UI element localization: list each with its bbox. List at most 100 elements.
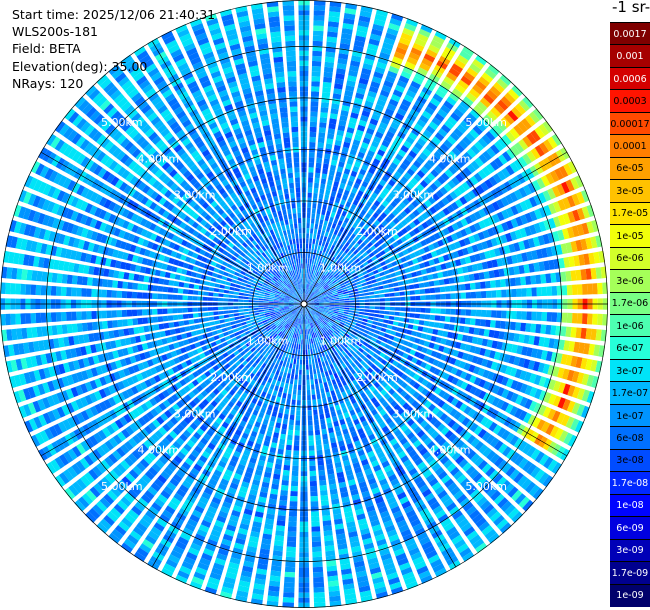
range-gate-cell [309, 279, 313, 285]
range-gate-cell [403, 285, 410, 290]
range-gate-cell [316, 393, 321, 400]
range-gate-cell [378, 318, 384, 323]
range-gate-cell [304, 299, 305, 304]
range-gate-cell [333, 265, 339, 271]
range-gate-cell [388, 288, 395, 293]
range-gate-cell [350, 203, 357, 211]
range-gate-cell [324, 242, 329, 248]
range-gate-cell [348, 70, 358, 77]
range-gate-cell [497, 170, 507, 181]
range-gate-cell [311, 274, 314, 281]
range-gate-cell [355, 281, 362, 285]
range-gate-cell [551, 286, 558, 296]
range-gate-cell [344, 136, 352, 144]
range-gate-cell [463, 274, 470, 282]
range-gate-cell [536, 249, 543, 259]
range-gate-cell [364, 53, 376, 61]
range-gate-cell [387, 283, 394, 288]
range-gate-cell [322, 276, 327, 281]
range-gate-cell [528, 196, 538, 208]
range-gate-cell [289, 506, 298, 512]
range-gate-cell [384, 297, 391, 302]
range-gate-cell [327, 26, 339, 33]
range-gate-cell [464, 256, 472, 264]
range-gate-cell [331, 223, 337, 229]
range-gate-cell [344, 90, 354, 97]
range-gate-cell [306, 283, 308, 289]
range-gate-cell [326, 226, 331, 233]
range-gate-cell [354, 258, 360, 264]
range-gate-cell [328, 261, 333, 267]
range-gate-cell [420, 24, 433, 34]
range-gate-cell [308, 440, 315, 446]
range-gate-cell [416, 170, 426, 179]
range-gate-cell [367, 123, 377, 131]
range-gate-cell [312, 198, 318, 204]
range-gate-cell [362, 285, 368, 290]
range-gate-cell [271, 560, 282, 567]
range-gate-cell [428, 280, 435, 287]
range-gate-cell [326, 184, 332, 191]
range-gate-cell [572, 209, 581, 222]
range-gate-cell [489, 249, 496, 258]
range-gate-cell [484, 250, 491, 259]
range-gate-cell [387, 204, 394, 212]
range-gate-cell [308, 301, 314, 303]
range-gate-cell [411, 200, 419, 208]
range-gate-cell [321, 282, 326, 287]
range-gate-cell [366, 241, 373, 248]
range-gate-cell [409, 164, 419, 173]
range-gate-cell [485, 319, 491, 328]
range-gate-cell [392, 56, 403, 65]
range-gate-cell [424, 199, 432, 208]
range-gate-cell [483, 271, 490, 279]
range-gate-cell [288, 521, 297, 527]
range-gate-cell [373, 200, 381, 207]
range-gate-cell [314, 419, 319, 426]
range-gate-cell [392, 217, 400, 225]
range-gate-cell [275, 396, 281, 403]
range-gate-cell [311, 511, 320, 517]
range-gate-cell [496, 310, 502, 319]
range-gate-cell [474, 253, 481, 262]
range-gate-cell [339, 43, 351, 50]
range-gate-cell [353, 45, 364, 53]
range-gate-cell [454, 259, 462, 267]
range-gate-cell [381, 323, 388, 328]
range-gate-cell [270, 565, 282, 572]
range-gate-cell [327, 281, 332, 286]
range-gate-cell [383, 80, 394, 88]
range-gate-cell [441, 197, 450, 206]
range-gate-cell [376, 183, 384, 191]
range-gate-cell [273, 432, 279, 439]
range-gate-cell [368, 85, 379, 94]
range-gate-cell [280, 490, 288, 496]
range-gate-cell [369, 306, 375, 309]
range-gate-cell [456, 54, 469, 65]
range-gate-cell [325, 278, 330, 283]
range-gate-cell [307, 297, 312, 301]
range-gate-cell [446, 135, 457, 145]
range-gate-cell [311, 531, 321, 537]
range-gate-cell [388, 179, 396, 187]
range-gate-cell [373, 187, 381, 195]
range-gate-cell [493, 103, 505, 115]
range-gate-cell [369, 145, 377, 153]
range-gate-cell [317, 266, 322, 272]
range-gate-cell [481, 166, 491, 177]
range-gate-cell [326, 36, 338, 43]
range-gate-cell [378, 231, 385, 238]
range-gate-cell [431, 136, 441, 146]
range-gate-cell [386, 103, 397, 112]
range-gate-cell [310, 379, 314, 385]
range-gate-cell [338, 243, 344, 250]
range-gate-cell [518, 156, 528, 168]
range-gate-cell [388, 22, 401, 32]
range-gate-cell [377, 322, 383, 327]
range-gate-cell [408, 52, 420, 61]
range-gate-cell [306, 294, 309, 300]
range-gate-cell [576, 313, 583, 324]
range-gate-cell [492, 213, 500, 224]
range-gate-cell [299, 369, 302, 375]
range-gate-cell [389, 18, 402, 27]
